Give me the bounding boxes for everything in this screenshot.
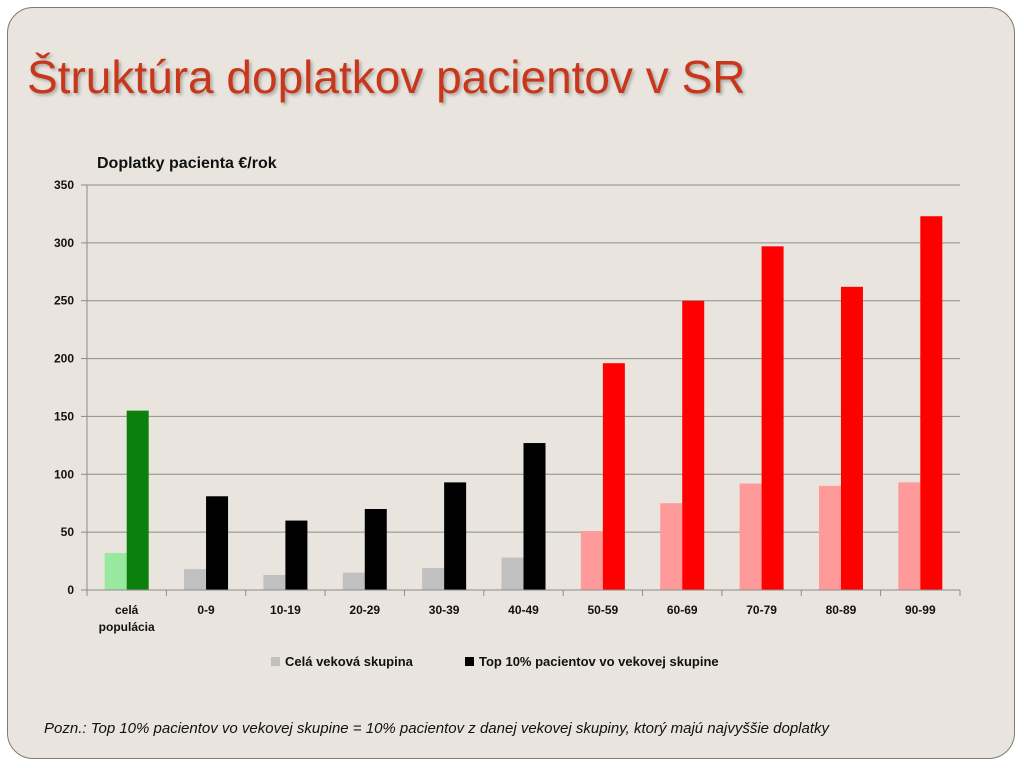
bar-whole-age-group — [104, 552, 127, 590]
bar-whole-age-group — [739, 483, 762, 590]
bar-top-10-percent — [920, 216, 943, 590]
bar-top-10-percent — [206, 496, 229, 590]
bar-top-10-percent — [602, 363, 625, 590]
legend-label: Celá veková skupina — [285, 654, 414, 669]
bar-top-10-percent — [682, 300, 705, 590]
y-tick-label: 100 — [54, 467, 74, 481]
x-tick-label: 0-9 — [197, 603, 215, 617]
x-axis-tick-labels: celá populácia 0-9 10-19 20-29 30-39 40-49 50-5… — [99, 603, 936, 634]
x-tick-label: 70-79 — [746, 603, 777, 617]
chart-title: Doplatky pacienta €/rok — [97, 155, 277, 172]
y-axis-tick-labels: 0 50 100 150 200 250 300 350 — [54, 178, 74, 597]
bar-top-10-percent — [285, 520, 308, 590]
bar-top-10-percent — [761, 246, 784, 591]
bar-top-10-percent — [840, 286, 863, 590]
bars — [104, 216, 943, 591]
x-tick-label: 50-59 — [588, 603, 619, 617]
x-tick-label: 80-89 — [826, 603, 857, 617]
x-tick-label: populácia — [99, 620, 155, 634]
bar-top-10-percent — [523, 443, 546, 590]
y-tick-label: 350 — [54, 178, 74, 192]
bar-top-10-percent — [444, 482, 467, 590]
y-tick-label: 50 — [61, 525, 75, 539]
bar-whole-age-group — [660, 503, 683, 590]
y-tick-label: 200 — [54, 352, 74, 366]
y-tick-label: 0 — [67, 583, 74, 597]
x-tick-label: celá — [115, 603, 139, 617]
x-tick-label: 30-39 — [429, 603, 460, 617]
legend: Celá veková skupina Top 10% pacientov vo … — [271, 654, 719, 669]
x-tick-label: 60-69 — [667, 603, 698, 617]
bar-whole-age-group — [501, 557, 524, 590]
slide-title: Štruktúra doplatkov pacientov v SR — [27, 51, 746, 103]
y-tick-label: 150 — [54, 409, 74, 423]
x-tick-label: 40-49 — [508, 603, 539, 617]
bar-whole-age-group — [342, 572, 365, 590]
legend-label: Top 10% pacientov vo vekovej skupine — [479, 654, 719, 669]
bar-whole-age-group — [263, 574, 286, 590]
bar-top-10-percent — [364, 509, 387, 590]
footnote: Pozn.: Top 10% pacientov vo vekovej skup… — [44, 720, 830, 737]
gridlines — [87, 184, 960, 533]
bar-whole-age-group — [818, 485, 841, 590]
legend-swatch — [465, 657, 474, 666]
x-tick-label: 90-99 — [905, 603, 936, 617]
y-tick-label: 300 — [54, 236, 74, 250]
bar-whole-age-group — [422, 568, 445, 590]
bar-whole-age-group — [898, 482, 921, 590]
x-tick-label: 10-19 — [270, 603, 301, 617]
bar-top-10-percent — [126, 410, 149, 590]
x-tick-label: 20-29 — [349, 603, 380, 617]
bar-whole-age-group — [184, 569, 207, 590]
bar-whole-age-group — [580, 530, 603, 590]
y-tick-label: 250 — [54, 294, 74, 308]
legend-swatch — [271, 657, 280, 666]
axes — [81, 184, 961, 596]
